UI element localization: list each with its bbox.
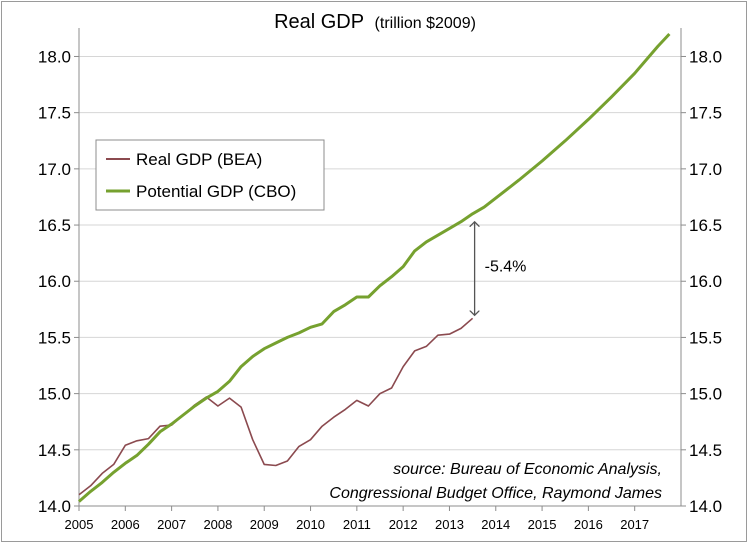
x-tick-label-2012: 2012 — [389, 517, 418, 532]
gap-annotation: -5.4% — [475, 222, 527, 316]
gap-label: -5.4% — [485, 259, 527, 276]
y-tick-label-left-18.0: 18.0 — [38, 47, 71, 66]
x-tick-label-2007: 2007 — [157, 517, 186, 532]
y-tick-label-right-15.0: 15.0 — [689, 385, 722, 404]
y-tick-label-left-15.5: 15.5 — [38, 328, 71, 347]
chart-title-group: Real GDP (trillion $2009) — [274, 11, 476, 33]
legend-label-potential-gdp: Potential GDP (CBO) — [136, 182, 296, 201]
legend-label-real-gdp: Real GDP (BEA) — [136, 150, 262, 169]
x-axis-labels: 2005 2006 2007 2008 2009 2010 2011 2012 2013 2014… — [65, 517, 650, 532]
chart-subtitle: (trillion $2009) — [375, 15, 476, 32]
axes — [74, 28, 686, 511]
source-line-1: source: Bureau of Economic Analysis, — [393, 461, 662, 478]
legend-box — [95, 139, 325, 211]
x-tick-label-2008: 2008 — [203, 517, 232, 532]
y-tick-label-left-17.5: 17.5 — [38, 104, 71, 123]
chart-title: Real GDP — [274, 11, 364, 33]
y-axis-right-labels: 14.0 14.5 15.0 15.5 16.0 16.5 17.0 17.5 18.0 — [689, 47, 722, 516]
y-tick-label-left-16.5: 16.5 — [38, 216, 71, 235]
y-tick-label-left-14.0: 14.0 — [38, 497, 71, 516]
source-line-2: Congressional Budget Office, Raymond Jam… — [329, 485, 662, 502]
y-tick-label-right-16.5: 16.5 — [689, 216, 722, 235]
y-tick-label-right-14.5: 14.5 — [689, 441, 722, 460]
series-line-real-gdp — [78, 317, 474, 496]
y-tick-label-left-17.0: 17.0 — [38, 160, 71, 179]
x-tick-label-2006: 2006 — [111, 517, 140, 532]
y-tick-label-left-16.0: 16.0 — [38, 272, 71, 291]
y-tick-label-left-14.5: 14.5 — [38, 441, 71, 460]
y-tick-label-right-15.5: 15.5 — [689, 328, 722, 347]
source-note: source: Bureau of Economic Analysis, Con… — [329, 461, 662, 502]
x-tick-label-2011: 2011 — [343, 517, 371, 532]
x-tick-label-2017: 2017 — [620, 517, 649, 532]
x-tick-label-2014: 2014 — [481, 517, 510, 532]
y-tick-label-right-17.0: 17.0 — [689, 160, 722, 179]
y-axis-left-labels: 14.0 14.5 15.0 15.5 16.0 16.5 17.0 17.5 18.0 — [38, 47, 71, 516]
legend: Real GDP (BEA) Potential GDP (CBO) — [95, 139, 325, 211]
y-tick-label-right-16.0: 16.0 — [689, 272, 722, 291]
series-line-potential-gdp — [78, 32, 671, 503]
x-tick-label-2009: 2009 — [250, 517, 279, 532]
x-tick-label-2005: 2005 — [65, 517, 94, 532]
y-tick-label-right-14.0: 14.0 — [689, 497, 722, 516]
x-tick-label-2013: 2013 — [435, 517, 464, 532]
x-tick-label-2015: 2015 — [528, 517, 557, 532]
y-tick-label-right-17.5: 17.5 — [689, 104, 722, 123]
grid-lines — [79, 55, 681, 507]
y-tick-label-left-15.0: 15.0 — [38, 385, 71, 404]
x-tick-label-2016: 2016 — [574, 517, 603, 532]
x-tick-label-2010: 2010 — [296, 517, 325, 532]
series-lines — [78, 32, 671, 503]
y-tick-label-right-18.0: 18.0 — [689, 47, 722, 66]
